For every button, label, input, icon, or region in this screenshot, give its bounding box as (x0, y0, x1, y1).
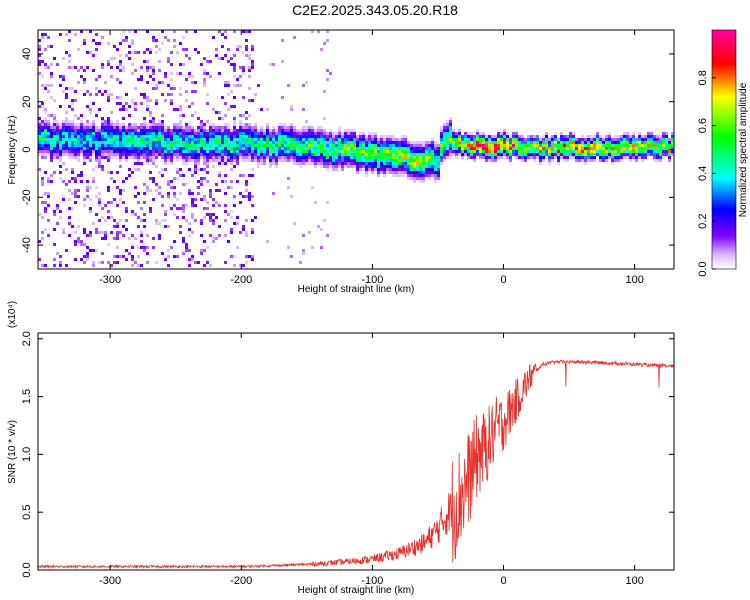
colorbar-tick-label: 0.8 (697, 70, 709, 85)
y-tick-label: 1.5 (21, 389, 33, 404)
x-tick-label: 100 (625, 575, 643, 587)
y-tick-label: 0.5 (21, 505, 33, 520)
x-tick-label: 0 (500, 274, 506, 286)
snr-panel: -300 -200 -100 0 100 0.0 0.5 1.0 1.5 2.0 Height … (7, 301, 675, 596)
spectrogram-y-ticks: -40 -20 0 20 40 (21, 48, 674, 253)
colorbar-tick-label: 0.2 (697, 214, 709, 229)
colorbar-tick-label: 0.6 (697, 118, 709, 133)
y-tick-label: 2.0 (21, 331, 33, 346)
snr-x-ticks: -300 -200 -100 0 100 (99, 333, 644, 587)
x-tick-label: -200 (230, 274, 252, 286)
spectrogram-x-ticks: -300 -200 -100 0 100 (99, 30, 644, 286)
snr-x-label: Height of straight line (km) (298, 585, 415, 596)
colorbar-tick-label: 0.4 (697, 166, 709, 181)
spectrogram-y-label: Frequency (Hz) (7, 116, 18, 185)
snr-y-label: SNR (10 * v/v) (7, 420, 18, 484)
figure-title: C2E2.2025.343.05.20.R18 (292, 2, 458, 18)
snr-y-ticks: 0.0 0.5 1.0 1.5 2.0 (21, 331, 674, 578)
x-tick-label: 0 (500, 575, 506, 587)
snr-y-multiplier: (x10⁴) (7, 301, 18, 328)
y-tick-label: 20 (21, 96, 33, 108)
y-tick-label: -20 (21, 189, 33, 205)
snr-frame (37, 332, 675, 571)
spectrogram-image (38, 30, 674, 267)
x-tick-label: -300 (99, 575, 121, 587)
spectrogram-x-label: Height of straight line (km) (298, 284, 415, 295)
x-tick-label: -300 (99, 274, 121, 286)
x-tick-label: -100 (361, 575, 383, 587)
snr-series-line (38, 359, 674, 570)
x-tick-label: -200 (230, 575, 252, 587)
colorbar-label: Normalized spectral amplitude (738, 82, 749, 217)
colorbar-tick-label: 0.0 (697, 261, 709, 276)
y-tick-label: 0.0 (21, 562, 33, 577)
colorbar-ticks: 0.0 0.2 0.4 0.6 0.8 (697, 70, 716, 277)
x-tick-label: 100 (625, 274, 643, 286)
y-tick-label: -40 (21, 237, 33, 253)
y-tick-label: 40 (21, 48, 33, 60)
y-tick-label: 1.0 (21, 447, 33, 462)
colorbar-gradient (711, 29, 737, 270)
colorbar: 0.0 0.2 0.4 0.6 0.8 Normalized spectral ampl… (697, 29, 749, 277)
y-tick-label: 0 (21, 146, 33, 152)
x-tick-label: -100 (361, 274, 383, 286)
